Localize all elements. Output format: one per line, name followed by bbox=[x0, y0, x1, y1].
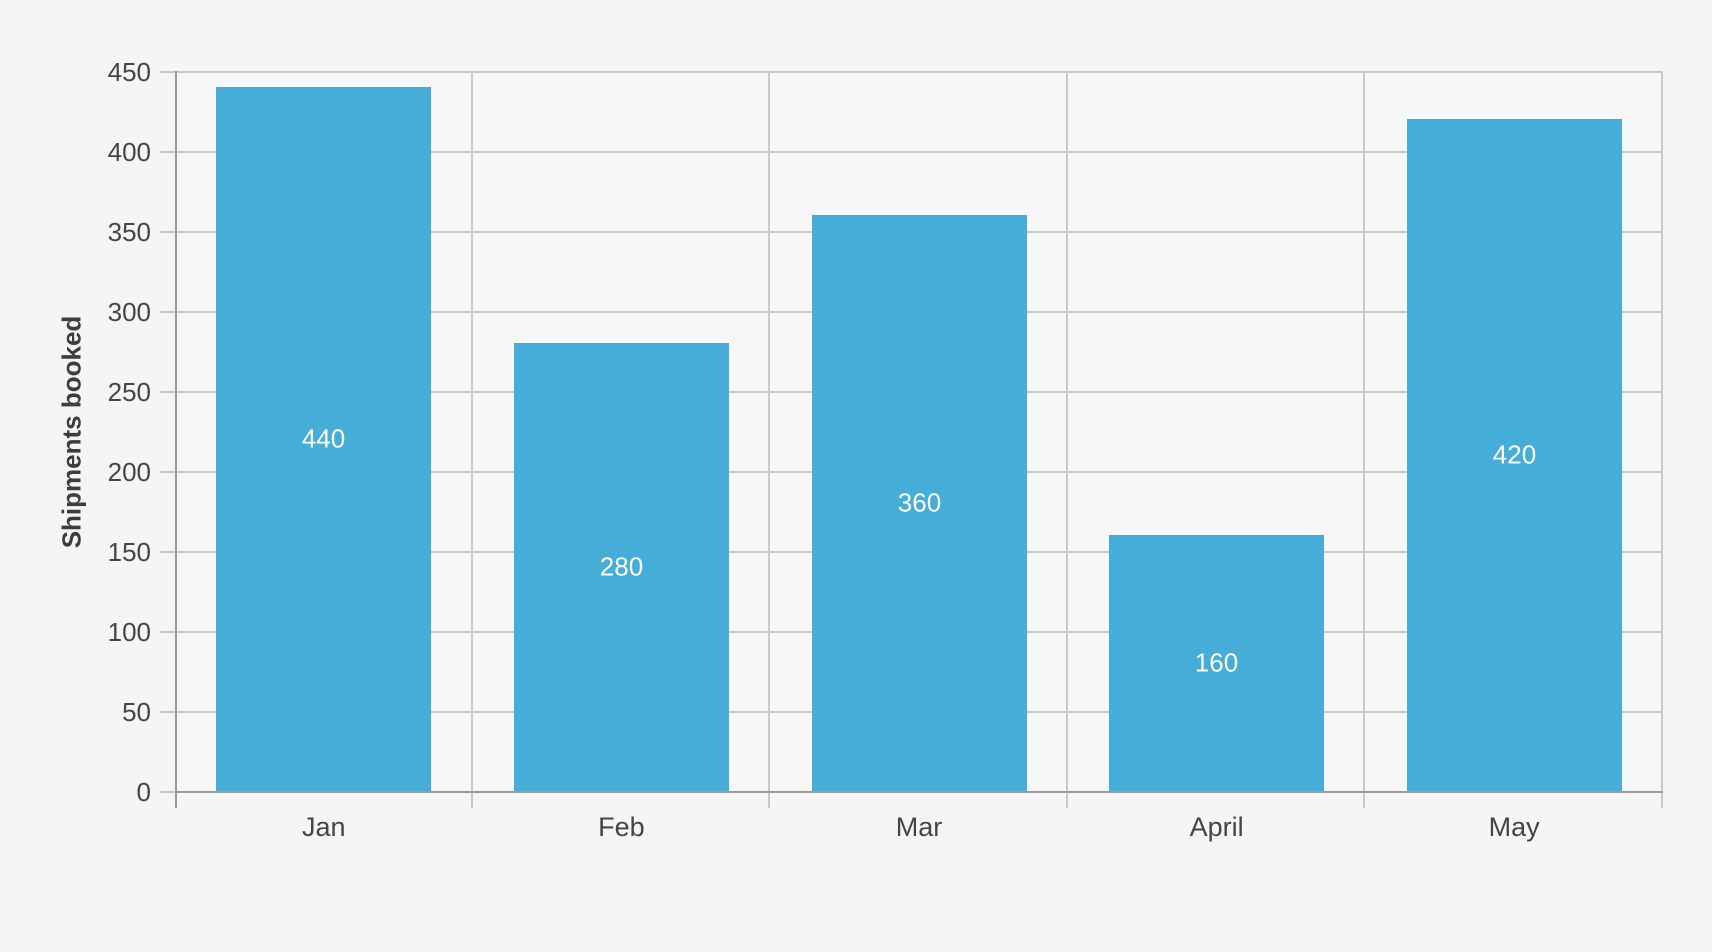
bar-mar[interactable]: 360 bbox=[812, 215, 1027, 791]
bar-jan[interactable]: 440 bbox=[216, 87, 431, 791]
category-separator bbox=[768, 71, 770, 808]
x-category-label-may: May bbox=[1488, 812, 1540, 842]
y-axis-tick-450 bbox=[160, 71, 175, 73]
y-axis-tick-350 bbox=[160, 231, 175, 233]
y-axis-title: Shipments booked bbox=[56, 315, 87, 549]
y-gridline-450 bbox=[177, 71, 1663, 73]
y-tick-label-150: 150 bbox=[107, 537, 151, 567]
y-axis-tick-300 bbox=[160, 311, 175, 313]
y-tick-label-0: 0 bbox=[136, 777, 151, 807]
x-category-label-jan: Jan bbox=[302, 812, 346, 842]
bar-value-label-may: 420 bbox=[1492, 439, 1537, 470]
y-tick-label-450: 450 bbox=[107, 57, 151, 87]
bar-value-label-mar: 360 bbox=[897, 487, 942, 518]
y-tick-label-350: 350 bbox=[107, 217, 151, 247]
bar-may[interactable]: 420 bbox=[1407, 119, 1622, 791]
bar-value-label-feb: 280 bbox=[599, 551, 644, 582]
bar-april[interactable]: 160 bbox=[1109, 535, 1324, 791]
y-gridline-400 bbox=[177, 151, 1663, 153]
x-category-label-feb: Feb bbox=[598, 812, 645, 842]
x-category-label-april: April bbox=[1189, 812, 1244, 842]
category-separator bbox=[471, 71, 473, 808]
y-axis-tick-400 bbox=[160, 151, 175, 153]
category-separator bbox=[1066, 71, 1068, 808]
y-axis-tick-150 bbox=[160, 551, 175, 553]
y-tick-label-100: 100 bbox=[107, 617, 151, 647]
y-axis-tick-100 bbox=[160, 631, 175, 633]
category-separator bbox=[1661, 71, 1663, 808]
x-axis-line bbox=[175, 791, 1663, 793]
y-tick-label-400: 400 bbox=[107, 137, 151, 167]
y-axis-tick-200 bbox=[160, 471, 175, 473]
y-axis-tick-0 bbox=[160, 791, 175, 793]
y-axis-tick-50 bbox=[160, 711, 175, 713]
bar-value-label-april: 160 bbox=[1194, 647, 1239, 678]
y-tick-label-300: 300 bbox=[107, 297, 151, 327]
y-axis-tick-250 bbox=[160, 391, 175, 393]
y-tick-label-200: 200 bbox=[107, 457, 151, 487]
y-axis-line bbox=[175, 71, 177, 808]
bar-value-label-jan: 440 bbox=[301, 423, 346, 454]
y-tick-label-50: 50 bbox=[122, 697, 151, 727]
y-tick-label-250: 250 bbox=[107, 377, 151, 407]
bar-feb[interactable]: 280 bbox=[514, 343, 729, 791]
category-separator bbox=[1363, 71, 1365, 808]
x-category-label-mar: Mar bbox=[895, 812, 943, 842]
